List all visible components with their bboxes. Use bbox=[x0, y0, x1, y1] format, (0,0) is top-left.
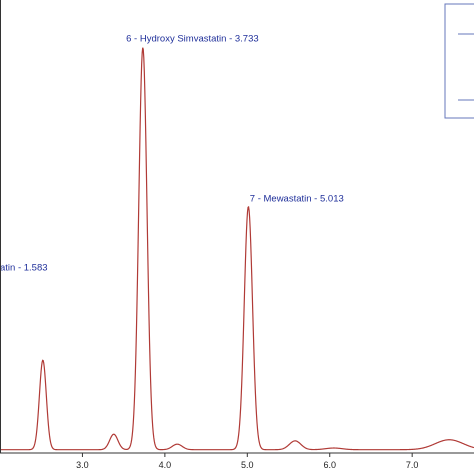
peak-label: 7 - Mewastatin - 5.013 bbox=[250, 194, 344, 205]
chromatogram-trace bbox=[0, 47, 474, 451]
x-tick-label: 7.0 bbox=[406, 460, 419, 470]
x-tick-label: 3.0 bbox=[76, 460, 89, 470]
peak-label: 6 - Hydroxy Simvastatin - 3.733 bbox=[126, 33, 259, 44]
x-tick-label: 4.0 bbox=[159, 460, 172, 470]
x-axis-ticks: 3.0 4.0 5.0 6.0 7.0 bbox=[76, 453, 418, 470]
x-tick-label: 5.0 bbox=[241, 460, 254, 470]
peak-labels: atin - 1.583 6 - Hydroxy Simvastatin - 3.… bbox=[0, 33, 344, 273]
legend-box bbox=[444, 3, 474, 119]
x-tick-label: 6.0 bbox=[323, 460, 336, 470]
peak-label: atin - 1.583 bbox=[0, 263, 48, 274]
